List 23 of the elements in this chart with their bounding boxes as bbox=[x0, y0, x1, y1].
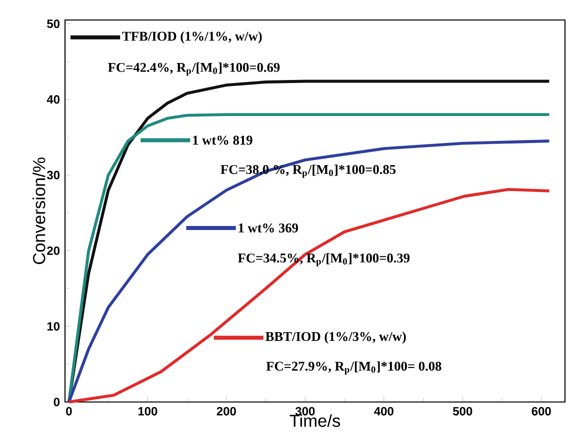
y-axis-title: Conversion/% bbox=[32, 158, 46, 264]
y-tick-label: 10 bbox=[47, 322, 60, 331]
y-tick-label: 50 bbox=[47, 20, 60, 28]
x-tick-label: 500 bbox=[452, 406, 472, 416]
legend-label: 1 wt% 369 bbox=[238, 223, 298, 233]
legend-label: 1 wt% 819 bbox=[193, 136, 252, 145]
x-tick-label: 200 bbox=[216, 406, 236, 416]
annotation: FC=42.4%, R$_{p}$/[M$_{0}$]*100=0.69 bbox=[108, 62, 280, 76]
legend-label: TFB/IOD (1%/1%, w/w) bbox=[122, 31, 262, 44]
y-tick-label: 30 bbox=[46, 170, 60, 180]
legend-label: BBT/IOD (1%/3%, w/w) bbox=[266, 332, 406, 344]
annotation: FC=27.9%, R$_{p}$/[M$_{0}$]*100= 0.08 bbox=[266, 361, 442, 375]
x-tick-label: 0 bbox=[66, 406, 72, 416]
x-axis-title: Time/s bbox=[290, 414, 340, 427]
line-series bbox=[67, 188, 551, 404]
x-tick-label: 100 bbox=[138, 406, 158, 416]
x-tick-label: 300 bbox=[295, 406, 315, 416]
y-tick-label: 40 bbox=[46, 95, 60, 104]
annotation: FC=38.0 %, R$_{p}$/[M$_{0}$]*100=0.85 bbox=[220, 164, 396, 178]
x-tick-label: 600 bbox=[532, 406, 551, 416]
y-tick-label: 20 bbox=[47, 246, 60, 255]
x-tick-label: 400 bbox=[374, 406, 394, 416]
y-tick-label: 0 bbox=[54, 398, 60, 406]
